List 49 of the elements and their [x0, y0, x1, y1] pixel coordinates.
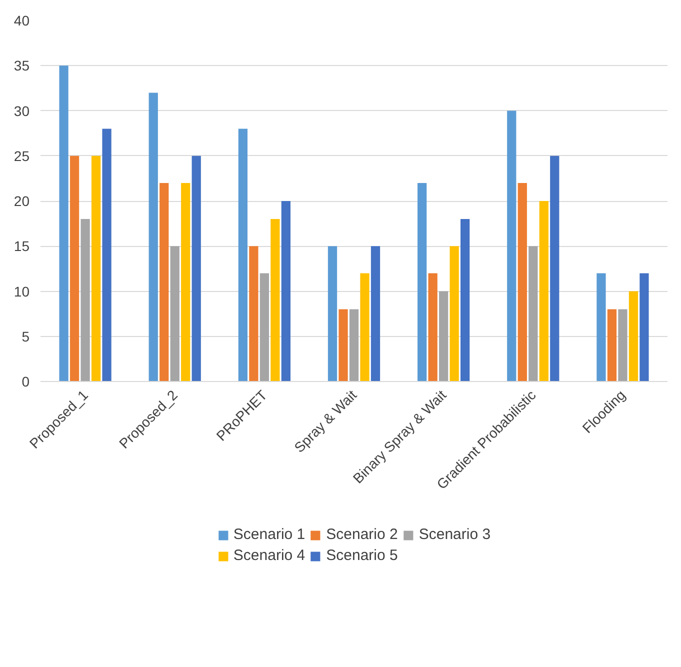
- bar: [181, 182, 190, 382]
- bar: [80, 219, 90, 382]
- legend-label: Scenario 5: [326, 547, 398, 564]
- bar: [70, 156, 80, 382]
- bar: [450, 246, 459, 382]
- bar: [160, 182, 169, 382]
- bar: [628, 291, 638, 382]
- bar: [59, 66, 68, 382]
- y-tick-label: 5: [22, 328, 30, 344]
- bar: [192, 156, 201, 382]
- bar: [428, 273, 438, 382]
- y-tick-label: 25: [14, 148, 30, 164]
- y-tick-label: 40: [14, 12, 30, 28]
- bar: [170, 246, 180, 382]
- bar: [338, 309, 348, 382]
- bar: [349, 309, 359, 382]
- y-tick-label: 30: [14, 102, 30, 119]
- bar: [102, 128, 112, 382]
- legend-label: Scenario 2: [326, 526, 398, 543]
- bar: [91, 156, 101, 382]
- bar: [518, 182, 527, 382]
- bar: [270, 219, 280, 382]
- bar: [249, 246, 258, 382]
- bar: [281, 201, 290, 382]
- bar: [596, 273, 606, 382]
- legend-label: Scenario 3: [418, 526, 491, 543]
- bar: [360, 273, 370, 382]
- bar: [640, 273, 649, 382]
- y-tick-label: 35: [14, 58, 30, 74]
- bar: [507, 110, 516, 382]
- bar: [460, 219, 470, 382]
- bar: [370, 246, 380, 382]
- bar: [418, 182, 427, 382]
- bar: [607, 309, 617, 382]
- bar: [539, 201, 548, 382]
- y-tick-label: 20: [14, 193, 30, 209]
- y-tick-label: 0: [22, 374, 30, 390]
- bar: [328, 246, 338, 382]
- bar: [439, 291, 448, 382]
- bar: [148, 92, 158, 382]
- y-tick-label: 15: [14, 238, 30, 254]
- legend-label: Scenario 4: [233, 547, 306, 564]
- bar: [550, 156, 560, 382]
- legend-label: Scenario 1: [233, 526, 306, 543]
- bar: [238, 128, 248, 382]
- y-tick-label: 10: [14, 283, 30, 300]
- bar: [528, 246, 538, 382]
- bar: [260, 273, 269, 382]
- bar: [618, 309, 628, 382]
